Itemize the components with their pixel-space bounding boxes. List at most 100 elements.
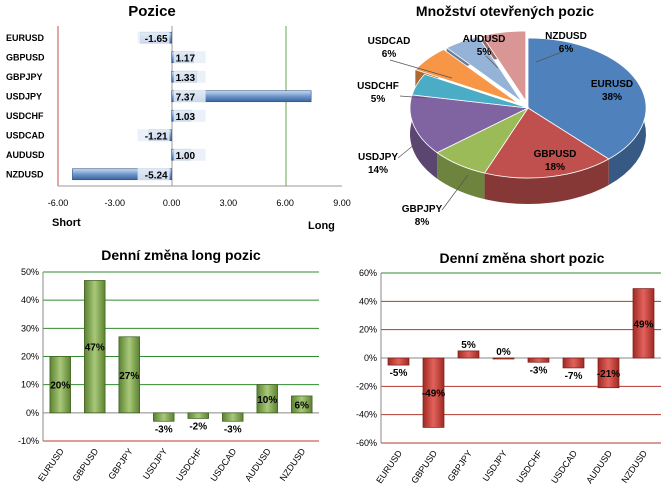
value-label-eurusd: -1.65 xyxy=(145,34,168,45)
bar-gbpjpy xyxy=(118,336,140,414)
y-tick-20-: 20% xyxy=(359,325,377,335)
category-label-gbpusd: GBPUSD xyxy=(6,52,45,62)
y-tick-10-: 10% xyxy=(21,380,39,390)
value-label-usdjpy: -3% xyxy=(155,424,173,435)
long-change-title: Denní změna long pozic xyxy=(101,247,261,263)
y-tick--40-: -40% xyxy=(356,410,377,420)
pie-value-eurusd: 38% xyxy=(602,92,622,103)
value-bg-nzdusd xyxy=(137,168,170,181)
pie-leader-usdjpy xyxy=(397,139,421,159)
value-label-usdchf: -2% xyxy=(189,421,207,432)
pie-title: Množství otevřených pozic xyxy=(416,3,594,19)
bar-usdchf xyxy=(187,412,209,419)
bar-usdcad xyxy=(562,357,585,369)
value-label-usdjpy: 0% xyxy=(496,347,511,358)
pie-slice-gbpusd xyxy=(483,107,610,179)
bar-audusd xyxy=(256,384,278,414)
category-label-nzdusd: NZDUSD xyxy=(619,448,649,485)
y-tick-50-: 50% xyxy=(21,267,39,277)
bar-eurusd xyxy=(49,356,71,414)
pie-value-usdcad: 6% xyxy=(382,49,397,60)
value-label-nzdusd: 6% xyxy=(295,400,310,411)
pie-leader-usdchf xyxy=(399,95,427,99)
long-label: Long xyxy=(308,220,335,232)
value-label-usdcad: -7% xyxy=(565,371,583,382)
value-label-nzdusd: -5.24 xyxy=(145,170,168,181)
bar-audusd xyxy=(597,357,620,389)
y-tick-0-: 0% xyxy=(364,353,377,363)
y-tick--60-: -60% xyxy=(356,438,377,448)
y-tick-60-: 60% xyxy=(359,268,377,278)
value-label-audusd: 10% xyxy=(257,395,277,406)
bar-gbpusd xyxy=(422,357,445,428)
category-label-usdchf: USDCHF xyxy=(514,448,544,485)
x-tick-9-00: 9.00 xyxy=(333,198,351,208)
pie-leader-audusd xyxy=(485,55,499,69)
category-label-nzdusd: NZDUSD xyxy=(278,446,308,483)
pie-slice-eurusd xyxy=(527,37,647,160)
pie-value-usdchf: 5% xyxy=(371,94,386,105)
bar-gbpusd xyxy=(84,280,106,414)
value-label-eurusd: -5% xyxy=(390,368,408,379)
positions-chart: Pozice EURUSD GBPUSD GBPJPY USDJPY USDCHF USD… xyxy=(6,3,351,232)
pie-leader-nzdusd xyxy=(535,51,563,63)
category-label-usdjpy: USDJPY xyxy=(6,91,42,101)
pie-name-gbpusd: GBPUSD xyxy=(534,149,577,160)
pie-name-usdcad: USDCAD xyxy=(368,36,411,47)
pie-side-gbpjpy xyxy=(437,152,485,200)
pie-side-gbpusd xyxy=(484,159,609,204)
y-tick--10-: -10% xyxy=(18,436,39,446)
x-tick--6-00: -6.00 xyxy=(48,198,69,208)
pie-value-gbpjpy: 8% xyxy=(415,217,430,228)
category-label-usdcad: USDCAD xyxy=(208,446,238,483)
value-label-gbpusd: 1.17 xyxy=(176,53,196,64)
short-label: Short xyxy=(52,217,81,229)
y-tick-20-: 20% xyxy=(21,352,39,362)
value-label-nzdusd: 49% xyxy=(633,319,653,330)
value-bg-usdjpy xyxy=(173,90,206,103)
value-label-gbpjpy: 5% xyxy=(461,340,476,351)
value-bg-gbpjpy xyxy=(173,70,206,83)
value-label-usdchf: -3% xyxy=(530,365,548,376)
category-label-nzdusd: NZDUSD xyxy=(6,169,44,179)
value-bg-eurusd xyxy=(137,31,170,44)
bar-nzdusd xyxy=(72,168,172,181)
value-label-gbpusd: -49% xyxy=(422,389,445,400)
long-change-chart: Denní změna long pozic -10% 0% 10% 20% 30% 40… xyxy=(18,247,319,483)
pie-name-usdjpy: USDJPY xyxy=(358,152,398,163)
pie-slice-nzdusd xyxy=(481,30,527,103)
pie-value-gbpusd: 18% xyxy=(545,162,565,173)
category-label-eurusd: EURUSD xyxy=(36,446,66,483)
short-change-chart: Denní změna short pozic -60% -40% -20% 0% 20… xyxy=(356,250,661,485)
bar-usdjpy xyxy=(492,357,515,360)
value-label-usdcad: -3% xyxy=(224,424,242,435)
x-tick-6-00: 6.00 xyxy=(276,198,294,208)
value-bg-usdcad xyxy=(137,129,170,142)
x-tick-0-00: 0.00 xyxy=(163,198,181,208)
bar-gbpjpy xyxy=(457,350,480,359)
pie-name-audusd: AUDUSD xyxy=(463,34,506,45)
x-tick--3-00: -3.00 xyxy=(105,198,126,208)
pie-side-usdjpy xyxy=(410,94,438,179)
x-tick-3-00: 3.00 xyxy=(220,198,238,208)
category-label-usdcad: USDCAD xyxy=(6,130,45,140)
pie-slice-usdjpy xyxy=(409,94,530,154)
value-bg-audusd xyxy=(173,148,206,161)
category-label-audusd: AUDUSD xyxy=(243,446,273,483)
value-label-eurusd: 20% xyxy=(50,381,70,392)
value-bg-gbpusd xyxy=(173,51,206,64)
positions-title: Pozice xyxy=(128,3,176,20)
pie-name-usdchf: USDCHF xyxy=(357,81,399,92)
value-label-audusd: -21% xyxy=(597,369,620,380)
category-label-gbpjpy: GBPJPY xyxy=(446,448,475,483)
category-label-gbpjpy: GBPJPY xyxy=(106,446,135,481)
y-tick--20-: -20% xyxy=(356,381,377,391)
bar-eurusd xyxy=(387,357,410,366)
value-label-usdcad: -1.21 xyxy=(145,131,168,142)
category-label-usdchf: USDCHF xyxy=(6,111,44,121)
category-label-gbpusd: GBPUSD xyxy=(409,448,439,485)
bar-nzdusd xyxy=(291,395,313,414)
bar-usdchf xyxy=(527,357,550,363)
value-label-audusd: 1.00 xyxy=(176,151,196,162)
